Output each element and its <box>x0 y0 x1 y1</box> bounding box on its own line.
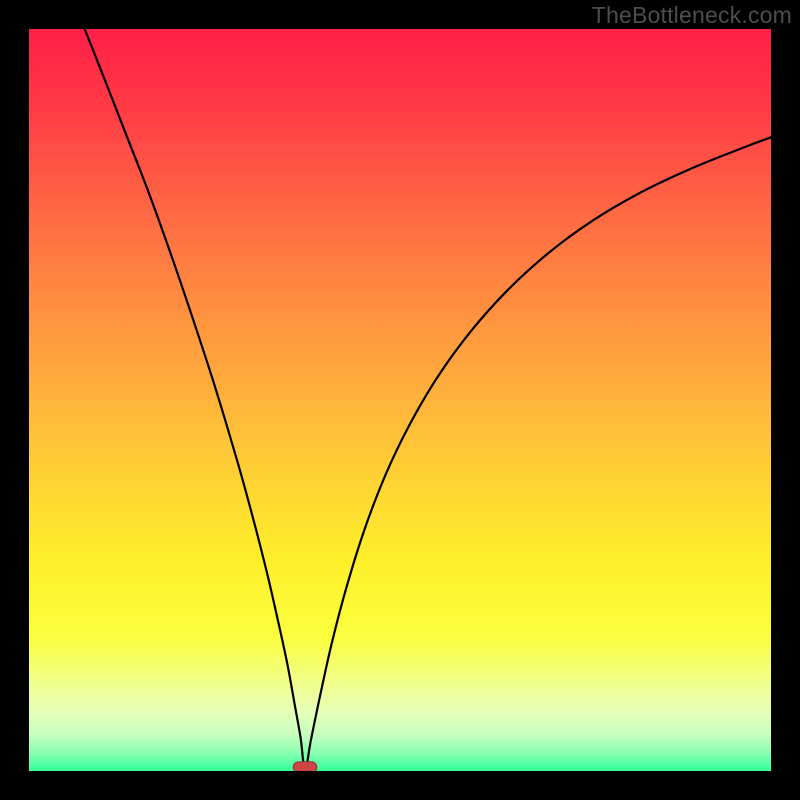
bottleneck-curve <box>85 29 771 770</box>
watermark-text: TheBottleneck.com <box>592 2 792 29</box>
chart-container: TheBottleneck.com <box>0 0 800 800</box>
vertex-marker <box>293 762 317 771</box>
watermark-label: TheBottleneck.com <box>592 2 792 28</box>
plot-area <box>29 29 771 771</box>
curve-layer <box>29 29 771 771</box>
